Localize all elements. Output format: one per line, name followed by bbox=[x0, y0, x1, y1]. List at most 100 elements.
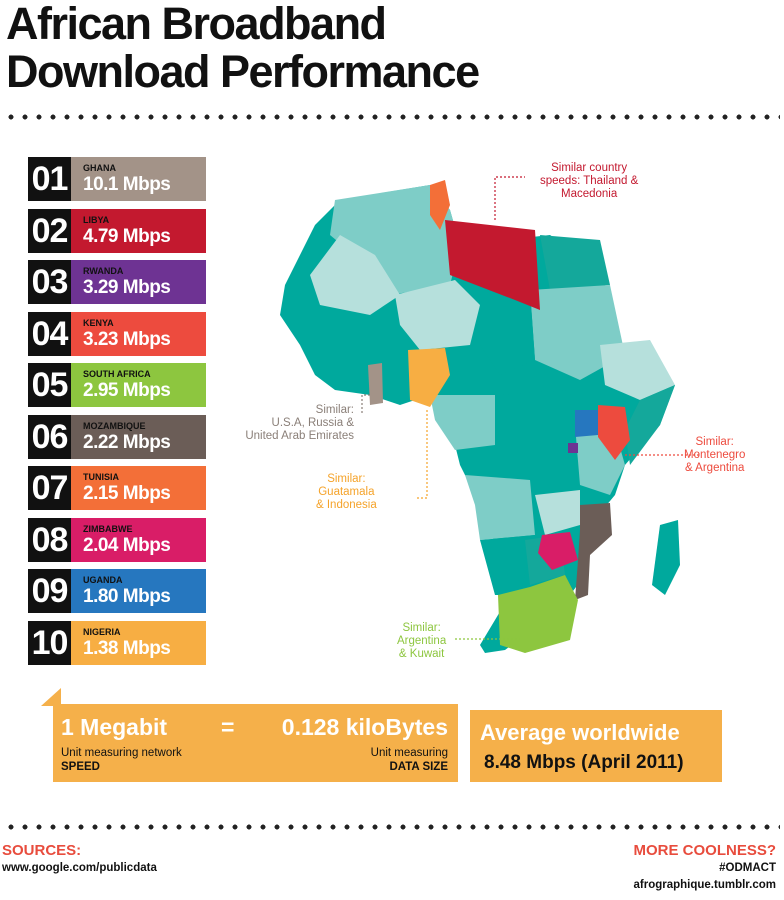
annotation-line: Similar: bbox=[402, 622, 441, 634]
rank-row-nigeria: 10 NIGERIA 1.38 Mbps bbox=[28, 620, 206, 665]
sources-link[interactable]: www.google.com/publicdata bbox=[2, 862, 157, 874]
rank-row-uganda: 09 UGANDA 1.80 Mbps bbox=[28, 569, 206, 613]
rank-row-tunisia: 07 TUNISIA 2.15 Mbps bbox=[28, 466, 206, 510]
region-angola bbox=[465, 475, 535, 540]
rank-country-label: GHANA bbox=[83, 163, 116, 173]
annotation-kenya: Similar: Montenegro & Argentina bbox=[684, 436, 745, 475]
rank-country-label: MOZAMBIQUE bbox=[83, 420, 146, 431]
rank-speed-value: 2.15 Mbps bbox=[83, 483, 171, 504]
annotation-south-africa: Similar: Argentina & Kuwait bbox=[397, 622, 446, 661]
rank-speed-value: 3.23 Mbps bbox=[83, 328, 171, 350]
region-egypt bbox=[540, 235, 610, 290]
annotation-line: Similar: bbox=[695, 436, 734, 448]
rank-speed-value: 1.38 Mbps bbox=[83, 637, 171, 659]
rank-speed-value: 2.04 Mbps bbox=[83, 534, 171, 556]
rank-country-label: LIBYA bbox=[83, 214, 110, 225]
rank-number: 05 bbox=[28, 363, 71, 407]
annotation-line: & Indonesia bbox=[316, 499, 377, 511]
annotation-line: speeds: Thailand & bbox=[540, 175, 639, 187]
region-namibia bbox=[480, 535, 535, 595]
dotted-divider-top bbox=[4, 114, 780, 120]
rank-number: 07 bbox=[28, 466, 71, 510]
rank-speed-value: 3.29 Mbps bbox=[83, 277, 171, 298]
rank-number: 02 bbox=[28, 208, 71, 253]
country-tunisia bbox=[430, 180, 450, 230]
country-ghana bbox=[368, 363, 383, 405]
annotation-line: Macedonia bbox=[560, 188, 618, 200]
rank-country-label: KENYA bbox=[83, 317, 114, 328]
annotation-ghana: Similar: U.S.A, Russia & United Arab Emira… bbox=[226, 404, 354, 443]
region-drc bbox=[495, 390, 575, 495]
megabit-desc-line-1: Unit measuring network bbox=[61, 747, 182, 759]
country-kenya bbox=[598, 405, 630, 460]
kilobytes-label: 0.128 kiloBytes bbox=[281, 714, 448, 740]
title-line-2: Download Performance bbox=[6, 46, 480, 97]
rank-speed-box: SOUTH AFRICA 2.95 Mbps bbox=[71, 363, 206, 407]
rank-number: 01 bbox=[28, 157, 71, 201]
unit-box-tab bbox=[41, 688, 61, 706]
annotation-line: Similar country bbox=[551, 162, 628, 174]
annotation-line: Argentina bbox=[397, 635, 447, 647]
average-worldwide-box: Average worldwide 8.48 Mbps (April 2011) bbox=[470, 710, 722, 782]
annotation-line: Similar: bbox=[327, 473, 366, 485]
rank-speed-value: 4.79 Mbps bbox=[83, 225, 171, 247]
region-zambia bbox=[535, 490, 580, 535]
annotation-line: United Arab Emirates bbox=[245, 430, 354, 442]
rank-country-label: RWANDA bbox=[83, 266, 124, 276]
rank-row-south-africa: 05 SOUTH AFRICA 2.95 Mbps bbox=[28, 363, 206, 407]
megabit-desc-line-2: SPEED bbox=[61, 761, 100, 773]
rank-country-label: SOUTH AFRICA bbox=[83, 369, 151, 379]
leader-ghana bbox=[361, 394, 370, 415]
website-link[interactable]: afrographique.tumblr.com bbox=[633, 879, 777, 891]
average-value: 8.48 Mbps (April 2011) bbox=[484, 752, 684, 773]
megabit-label: 1 Megabit bbox=[61, 714, 168, 740]
annotation-line: Guatamala bbox=[318, 486, 375, 498]
unit-conversion-box: 1 Megabit = 0.128 kiloBytes Unit measuri… bbox=[53, 704, 458, 782]
rank-speed-box: UGANDA 1.80 Mbps bbox=[71, 569, 206, 613]
country-rwanda bbox=[568, 443, 578, 453]
annotation-line: & Argentina bbox=[684, 462, 745, 474]
region-west-sahara bbox=[330, 185, 460, 295]
region-ethiopia bbox=[600, 340, 675, 400]
africa-map bbox=[280, 176, 700, 653]
more-coolness-heading: MORE COOLNESS? bbox=[633, 842, 776, 859]
region-mali-niger bbox=[395, 280, 480, 350]
kilobytes-desc-line-2: DATA SIZE bbox=[389, 761, 448, 773]
rank-row-zimbabwe: 08 ZIMBABWE 2.04 Mbps bbox=[28, 517, 206, 562]
average-title: Average worldwide bbox=[480, 720, 680, 745]
rank-speed-value: 2.22 Mbps bbox=[83, 431, 171, 453]
annotation-nigeria: Similar: Guatamala & Indonesia bbox=[316, 473, 377, 512]
leader-libya bbox=[494, 176, 525, 220]
leader-nigeria bbox=[415, 410, 428, 499]
rank-row-mozambique: 06 MOZAMBIQUE 2.22 Mbps bbox=[28, 414, 206, 459]
rank-speed-box: GHANA 10.1 Mbps bbox=[71, 157, 206, 201]
rank-speed-box: MOZAMBIQUE 2.22 Mbps bbox=[71, 414, 206, 459]
annotation-line: Similar: bbox=[315, 404, 354, 416]
megabit-description: Unit measuring network SPEED bbox=[61, 746, 182, 774]
rank-country-label: NIGERIA bbox=[83, 626, 121, 637]
hashtag: #ODMACT bbox=[719, 862, 776, 874]
annotation-libya: Similar country speeds: Thailand & Macedon… bbox=[540, 162, 638, 201]
equals-sign: = bbox=[221, 714, 235, 740]
rank-speed-box: ZIMBABWE 2.04 Mbps bbox=[71, 517, 206, 562]
rank-speed-box: LIBYA 4.79 Mbps bbox=[71, 208, 206, 253]
country-uganda bbox=[575, 410, 598, 437]
dotted-divider-bottom bbox=[4, 824, 780, 830]
ranking-table: 01 GHANA 10.1 Mbps 02 LIBYA 4.79 Mbps 03 RWANDA… bbox=[28, 157, 206, 672]
region-somalia bbox=[625, 385, 675, 465]
country-mozambique bbox=[575, 503, 612, 600]
rank-speed-box: NIGERIA 1.38 Mbps bbox=[71, 620, 206, 665]
rank-country-label: TUNISIA bbox=[83, 472, 119, 482]
annotation-line: & Kuwait bbox=[398, 648, 445, 660]
rank-speed-box: RWANDA 3.29 Mbps bbox=[71, 260, 206, 304]
rank-speed-value: 1.80 Mbps bbox=[83, 586, 171, 607]
rank-number: 06 bbox=[28, 414, 71, 459]
country-south-africa bbox=[498, 575, 578, 653]
region-central-west bbox=[430, 395, 495, 450]
country-zimbabwe bbox=[538, 532, 578, 570]
page-title: African Broadband Download Performance bbox=[6, 0, 480, 97]
region-chad bbox=[480, 290, 535, 375]
rank-speed-value: 2.95 Mbps bbox=[83, 380, 171, 401]
title-line-1: African Broadband bbox=[6, 0, 387, 49]
region-algeria bbox=[310, 235, 400, 315]
